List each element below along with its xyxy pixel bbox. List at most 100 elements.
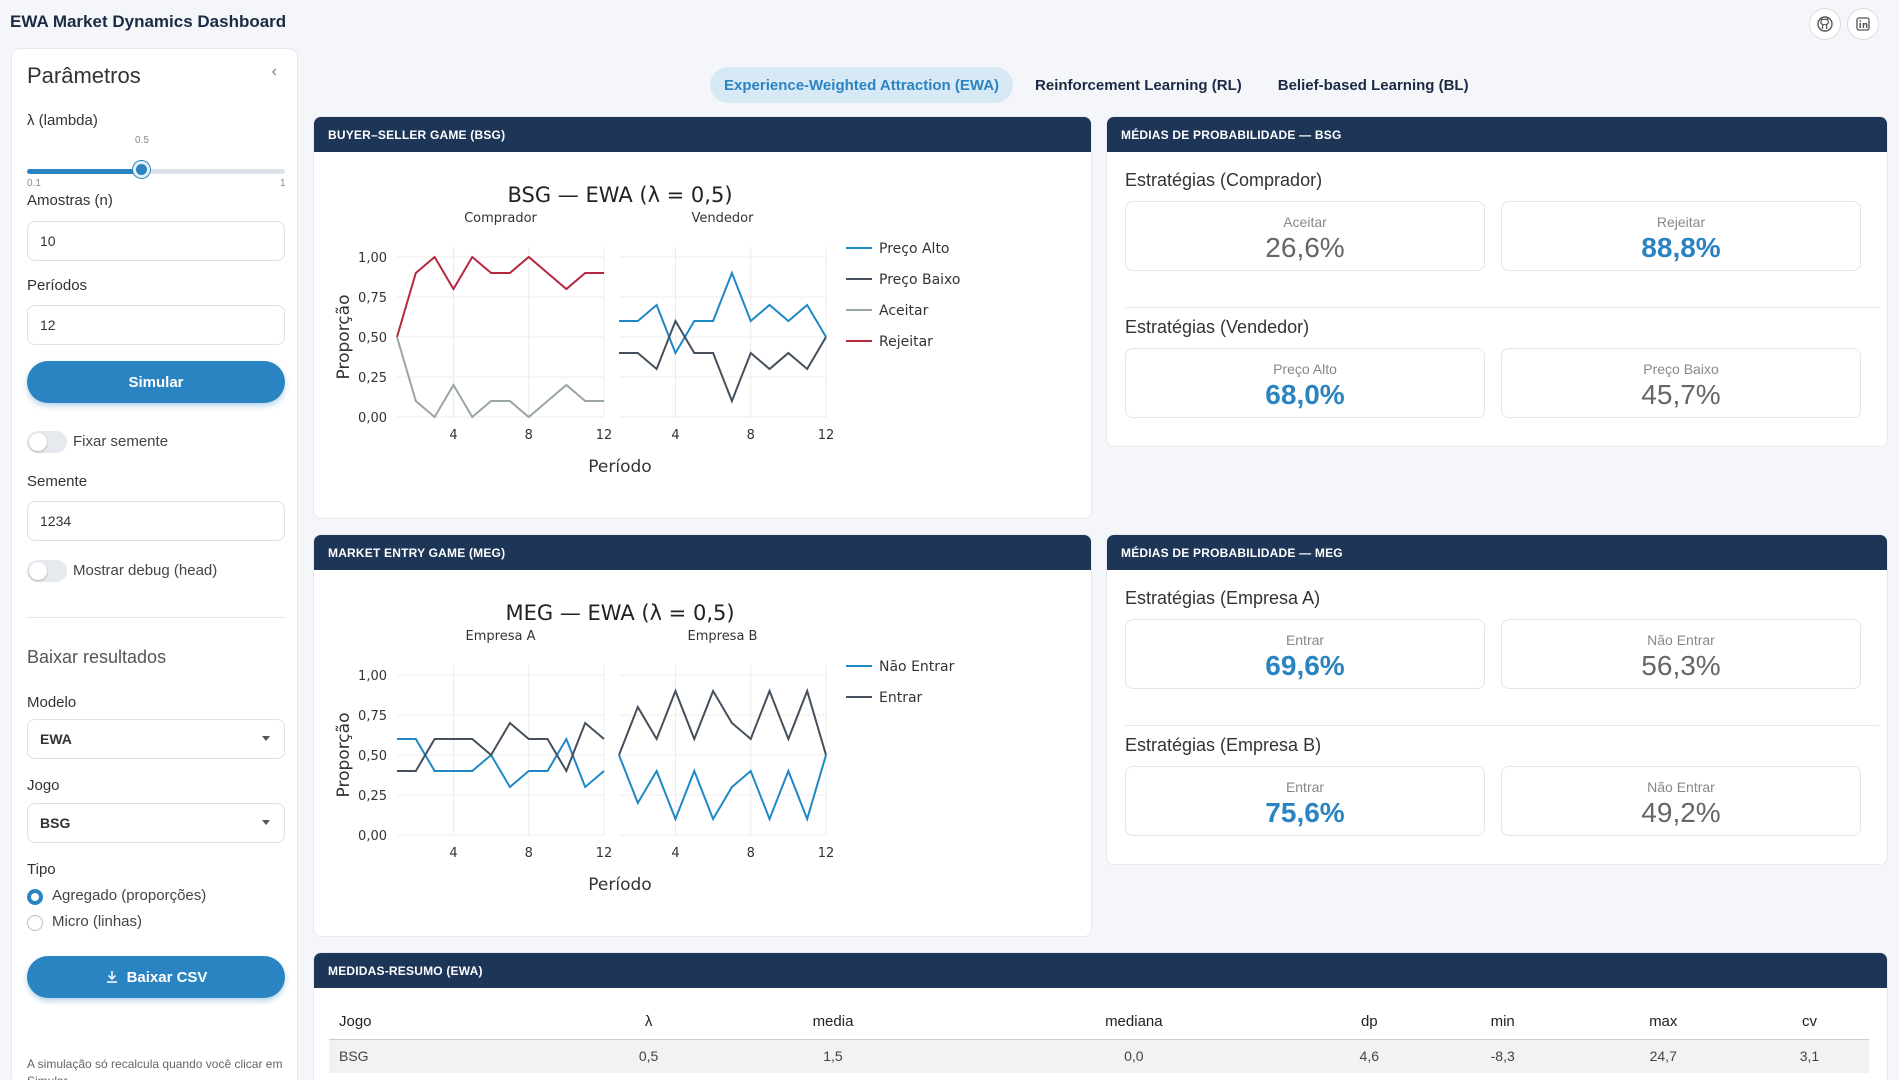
lambda-max: 1 [280, 178, 286, 189]
meg-group2-title: Estratégias (Empresa B) [1125, 735, 1322, 755]
stat-label: Preço Baixo [1643, 361, 1719, 377]
type-option-micro: Micro (linhas) [52, 913, 143, 930]
samples-label: Amostras (n) [27, 192, 113, 209]
lambda-label: λ (lambda) [27, 112, 98, 129]
legend-label: Não Entrar [879, 659, 955, 675]
bsg-chart: BSG — EWA (λ = 0,5) 0,00 0,25 0,50 0,75 1,00 P… [334, 183, 960, 477]
x-tick-label: 8 [525, 428, 533, 443]
model-label: Modelo [27, 694, 77, 711]
chart-title: MEG — EWA (λ = 0,5) [505, 601, 734, 625]
col-header[interactable]: dp [1309, 1005, 1429, 1040]
series-line-rejeitar [396, 255, 604, 338]
lambda-slider-fill [27, 169, 142, 174]
bsg-stat-rejeitar: Rejeitar 88,8% [1501, 201, 1861, 271]
stat-label: Não Entrar [1647, 779, 1715, 795]
download-title: Baixar resultados [27, 647, 167, 667]
seed-input[interactable]: 1234 [27, 501, 285, 541]
x-tick-label: 4 [671, 428, 679, 443]
samples-input[interactable]: 10 [27, 221, 285, 261]
bsg-stats-card: MÉDIAS DE PROBABILIDADE — BSG Estratégia… [1106, 116, 1888, 447]
x-tick-label: 12 [818, 846, 835, 861]
tab-rl[interactable]: Reinforcement Learning (RL) [1035, 76, 1242, 94]
fix-seed-toggle[interactable] [27, 431, 67, 453]
stat-value: 56,3% [1641, 650, 1721, 681]
series-line-aceitar [396, 336, 604, 419]
x-tick-label: 12 [596, 428, 613, 443]
game-label: Jogo [27, 777, 60, 794]
table-header-row: Jogo λ media mediana dp min max cv [329, 1005, 1869, 1040]
y-tick-label: 0,50 [358, 331, 387, 346]
tab-bl[interactable]: Belief-based Learning (BL) [1277, 76, 1469, 94]
lambda-slider[interactable] [27, 169, 285, 174]
y-tick-label: 0,75 [358, 709, 387, 724]
summary-card: MEDIDAS-RESUMO (EWA) Jogo λ media median… [313, 952, 1888, 1080]
meg-chart: MEG — EWA (λ = 0,5) 0,00 0,25 0,50 0,75 1,00 P… [334, 601, 955, 895]
legend-label: Preço Alto [879, 241, 950, 257]
meg-chart-card: MARKET ENTRY GAME (MEG) MEG — EWA (λ = 0… [313, 534, 1092, 937]
y-tick-label: 0,25 [358, 371, 387, 386]
bsg-stats-header: MÉDIAS DE PROBABILIDADE — BSG [1107, 117, 1887, 152]
sidebar-parameters: Parâmetros ‹ λ (lambda) 0.5 0.1 1 Amostr… [11, 48, 298, 1080]
stat-label: Entrar [1285, 779, 1325, 795]
stat-divider [1125, 307, 1879, 308]
simulate-button[interactable]: Simular [27, 361, 285, 403]
table-cell: 0,0 [957, 1039, 1310, 1073]
series-line-preço-alto [619, 270, 827, 356]
table-row: BSG 0,5 1,5 0,0 4,6 -8,3 24,7 3,1 [329, 1039, 1869, 1073]
periods-input[interactable]: 12 [27, 305, 285, 345]
meg-card-header: MARKET ENTRY GAME (MEG) [314, 535, 1091, 570]
table-cell: -8,3 [1428, 1039, 1577, 1073]
fix-seed-label: Fixar semente [73, 433, 169, 450]
stat-divider [1125, 725, 1879, 726]
col-header[interactable]: λ [589, 1005, 709, 1040]
stat-value: 69,6% [1265, 650, 1345, 681]
x-axis-label: Período [588, 875, 651, 895]
meg-stat-b-nao-entrar: Não Entrar 49,2% [1501, 766, 1861, 836]
github-icon[interactable] [1809, 8, 1841, 40]
series-line-entrar [618, 687, 827, 756]
type-radio-micro[interactable] [27, 915, 43, 931]
stat-label: Rejeitar [1656, 214, 1706, 230]
bsg-group2-title: Estratégias (Vendedor) [1125, 317, 1310, 337]
col-header[interactable]: min [1428, 1005, 1577, 1040]
y-tick-label: 0,00 [358, 829, 387, 844]
stat-value: 49,2% [1641, 797, 1721, 828]
meg-stat-a-nao-entrar: Não Entrar 56,3% [1501, 619, 1861, 689]
meg-group1-title: Estratégias (Empresa A) [1125, 588, 1321, 608]
col-header[interactable]: media [708, 1005, 958, 1040]
stat-value: 45,7% [1641, 379, 1721, 410]
linkedin-icon[interactable] [1847, 8, 1879, 40]
debug-toggle[interactable] [27, 560, 67, 582]
stat-label: Não Entrar [1647, 632, 1715, 648]
meg-stats-card: MÉDIAS DE PROBABILIDADE — MEG Estratégia… [1106, 534, 1888, 865]
y-tick-label: 1,00 [358, 251, 387, 266]
col-header[interactable]: mediana [957, 1005, 1310, 1040]
download-csv-button[interactable]: Baixar CSV [27, 956, 285, 998]
col-header[interactable]: cv [1749, 1005, 1869, 1040]
legend-label: Entrar [879, 690, 923, 706]
chevron-left-icon[interactable]: ‹ [271, 63, 277, 80]
col-header[interactable]: max [1576, 1005, 1750, 1040]
y-tick-label: 0,50 [358, 749, 387, 764]
panel-title: Empresa A [466, 629, 536, 644]
bsg-stat-preco-alto: Preço Alto 68,0% [1125, 348, 1485, 418]
col-header[interactable]: Jogo [329, 1005, 590, 1040]
stat-label: Aceitar [1283, 214, 1327, 230]
panel-title: Comprador [464, 211, 537, 226]
type-label: Tipo [27, 861, 56, 878]
stat-label: Preço Alto [1273, 361, 1337, 377]
model-select[interactable]: EWA [27, 719, 285, 759]
meg-stats-header: MÉDIAS DE PROBABILIDADE — MEG [1107, 535, 1887, 570]
summary-table: Jogo λ media mediana dp min max cv BSG 0… [329, 1005, 1869, 1073]
y-tick-label: 0,75 [358, 291, 387, 306]
table-cell: 4,6 [1309, 1039, 1429, 1073]
x-tick-label: 12 [596, 846, 613, 861]
lambda-slider-handle[interactable] [132, 161, 150, 178]
bsg-stat-aceitar: Aceitar 26,6% [1125, 201, 1485, 271]
top-bar: EWA Market Dynamics Dashboard [0, 0, 1899, 42]
game-select[interactable]: BSG [27, 803, 285, 843]
bsg-group1-title: Estratégias (Comprador) [1125, 170, 1323, 190]
sidebar-divider [27, 617, 285, 618]
tab-ewa[interactable]: Experience-Weighted Attraction (EWA) [710, 67, 1014, 103]
type-radio-aggregated[interactable] [27, 889, 43, 905]
